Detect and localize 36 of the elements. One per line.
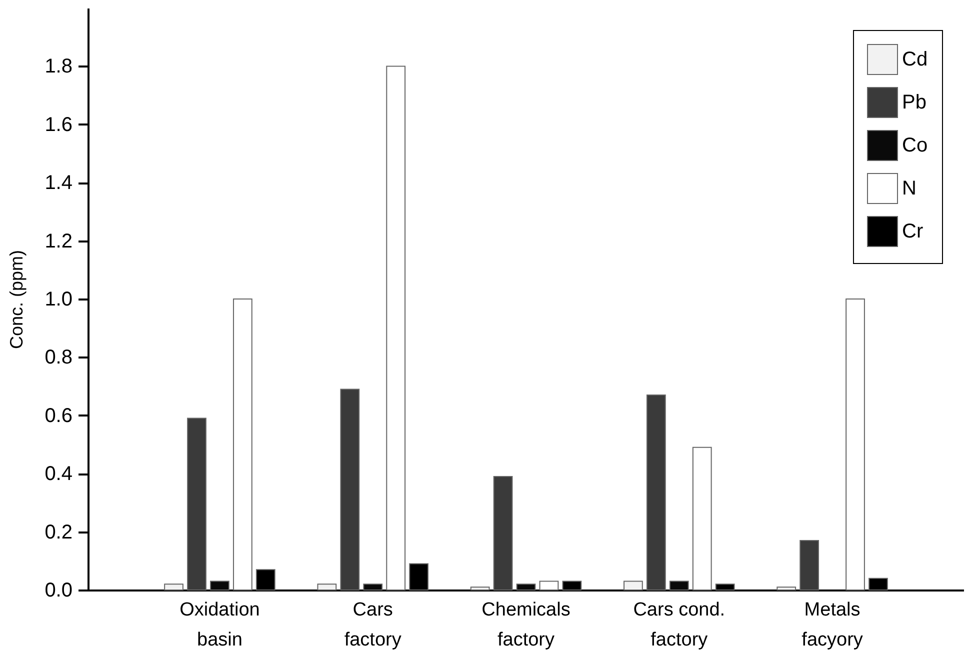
bar [692, 446, 712, 590]
bar [776, 586, 796, 590]
y-tick-label: 0.8 [44, 346, 72, 369]
x-tick-label: Oxidation basin [180, 600, 260, 650]
bar [187, 418, 206, 590]
legend-label: Cd [902, 48, 928, 70]
legend-label: N [902, 178, 916, 200]
y-tick-label: 0.6 [44, 404, 72, 427]
bar [386, 66, 406, 590]
legend-label: Co [902, 134, 928, 156]
bar [846, 298, 865, 590]
x-tick-label: Chemicals factory [482, 600, 570, 650]
x-tick-label: Metals facyory [802, 600, 864, 650]
bar [317, 584, 337, 590]
bar [232, 298, 252, 590]
x-tick-label: Cars cond. factory [633, 600, 726, 650]
bar [470, 586, 490, 590]
bar [800, 540, 820, 590]
y-tick-label: 0.2 [44, 521, 72, 544]
bar [624, 580, 643, 590]
bar [164, 584, 184, 590]
x-tick-label: Cars factory [344, 600, 402, 650]
y-tick-label: 0.4 [44, 463, 72, 486]
bar [493, 476, 513, 590]
y-axis-title: Conc. (ppm) [6, 250, 27, 350]
bar [340, 388, 360, 590]
y-tick-label: 1.8 [44, 56, 72, 78]
bar [539, 580, 559, 590]
y-tick-label: 0.0 [44, 580, 72, 602]
legend-label: Pb [902, 92, 926, 114]
y-tick-label: 1.4 [44, 172, 72, 194]
legend-label: Cr [902, 220, 924, 242]
bar [646, 394, 666, 590]
y-tick-label: 1.0 [44, 288, 72, 310]
y-tick-label: 1.2 [44, 230, 72, 252]
y-tick-label: 1.6 [44, 114, 72, 136]
